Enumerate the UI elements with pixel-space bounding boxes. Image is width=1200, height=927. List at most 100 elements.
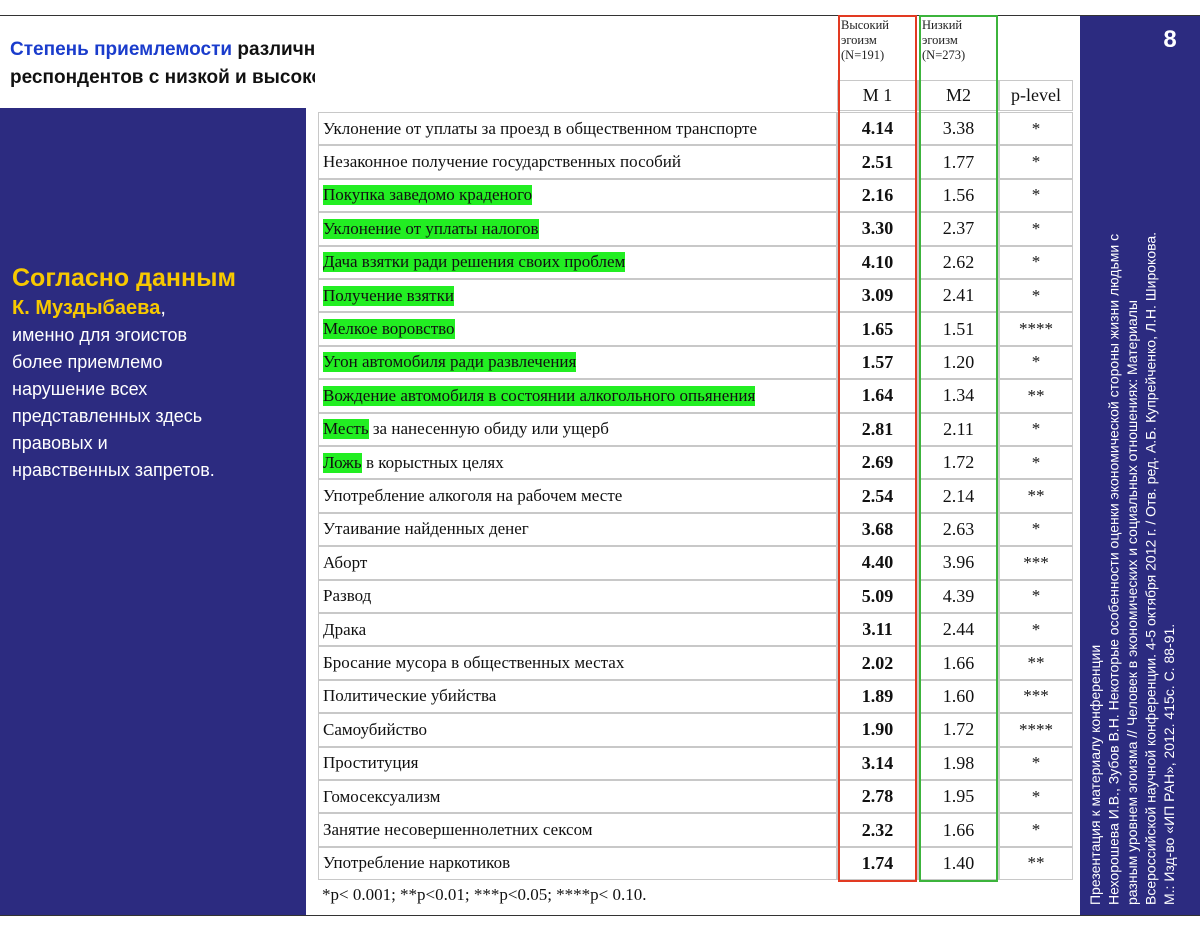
m2-value: 2.44 (918, 613, 999, 647)
m2-value: 3.38 (918, 112, 999, 146)
row-name: Бросание мусора в общественных местах (318, 646, 837, 680)
m2-value: 1.56 (918, 178, 999, 213)
m2-value: 1.40 (918, 846, 999, 881)
group-header-line: Высокий (841, 18, 889, 32)
row-name-part: Утаивание найденных денег (323, 519, 529, 539)
row-name-part: Аборт (323, 552, 368, 572)
p-level: * (999, 746, 1073, 780)
row-name: Покупка заведомо краденого (318, 178, 837, 213)
m1-value: 3.30 (837, 212, 918, 246)
m1-value: 3.68 (837, 512, 918, 547)
row-name: Незаконное получение государственных пос… (318, 145, 837, 179)
m1-value: 3.14 (837, 746, 918, 780)
row-name: Мелкое воровство (318, 312, 837, 346)
m2-value: 2.63 (918, 512, 999, 547)
row-name: Занятие несовершеннолетних сексом (318, 813, 837, 847)
row-name: Получение взятки (318, 279, 837, 313)
p-level: * (999, 178, 1073, 213)
m1-value: 5.09 (837, 579, 918, 613)
m2-value: 1.72 (918, 713, 999, 747)
row-name: Развод (318, 579, 837, 613)
m2-value: 1.95 (918, 780, 999, 814)
row-name-part: Занятие несовершеннолетних сексом (323, 820, 593, 840)
row-name-part: Политические убийства (323, 686, 497, 706)
row-name-part: в корыстных целях (361, 452, 504, 472)
group-header-line: Низкий (922, 18, 963, 32)
footnote: *p< 0.001; **p<0.01; ***p<0.05; ****p< 0… (322, 885, 647, 905)
group-header-line: эгоизм (922, 33, 958, 47)
row-name-part: Ложь (323, 452, 362, 473)
row-name: Политические убийства (318, 679, 837, 714)
m2-value: 1.72 (918, 446, 999, 480)
row-name-part: за нанесенную обиду или ущерб (368, 419, 609, 439)
m1-value: 2.32 (837, 813, 918, 847)
m1-value: 1.65 (837, 312, 918, 346)
row-name-part: Употребление алкоголя на рабочем месте (323, 486, 623, 506)
row-name-part: Драка (323, 619, 367, 639)
row-name: Употребление наркотиков (318, 846, 837, 881)
p-level: * (999, 345, 1073, 380)
sidebar-text: Согласно данным К. Муздыбаева, именно для … (12, 262, 302, 484)
p-level: * (999, 145, 1073, 179)
m2-value: 1.77 (918, 145, 999, 179)
p-level: * (999, 512, 1073, 547)
m2-value: 1.34 (918, 379, 999, 413)
row-name-part: Мелкое воровство (323, 319, 455, 340)
m1-value: 3.09 (837, 279, 918, 313)
row-name-part: Уклонение от уплаты за проезд в обществе… (323, 118, 758, 138)
row-name: Самоубийство (318, 713, 837, 747)
p-level: ** (999, 846, 1073, 881)
row-name: Уклонение от уплаты налогов (318, 212, 837, 246)
p-level: * (999, 279, 1073, 313)
p-level: *** (999, 546, 1073, 580)
row-name-part: Получение взятки (323, 285, 454, 306)
p-level: *** (999, 679, 1073, 714)
m1-value: 4.10 (837, 245, 918, 279)
m1-value: 4.14 (837, 112, 918, 146)
p-level: * (999, 813, 1073, 847)
m2-value: 2.37 (918, 212, 999, 246)
m2-value: 4.39 (918, 579, 999, 613)
row-name: Утаивание найденных денег (318, 512, 837, 547)
sidebar-author-line: К. Муздыбаева, (12, 294, 302, 322)
m1-value: 2.51 (837, 145, 918, 179)
row-name-part: Употребление наркотиков (323, 853, 511, 873)
row-name-part: Бросание мусора в общественных местах (323, 653, 625, 673)
p-level: * (999, 212, 1073, 246)
row-name: Аборт (318, 546, 837, 580)
m2-value: 3.96 (918, 546, 999, 580)
p-level: * (999, 412, 1073, 446)
column-outline (838, 15, 917, 883)
m1-value: 1.89 (837, 679, 918, 714)
group-header: Высокий эгоизм (N=191) (841, 18, 914, 63)
row-name-part: Уклонение от уплаты налогов (323, 218, 539, 239)
row-name-part: Развод (323, 586, 372, 606)
row-name: Вождение автомобиля в состоянии алкоголь… (318, 379, 837, 413)
page-number: 8 (1163, 26, 1177, 53)
sidebar-line: правовых и (12, 433, 108, 453)
m1-value: 2.16 (837, 178, 918, 213)
row-name: Угон автомобиля ради развлечения (318, 345, 837, 380)
column-header: М2 (918, 80, 999, 111)
m1-value: 4.40 (837, 546, 918, 580)
m2-value: 2.62 (918, 245, 999, 279)
m2-value: 1.98 (918, 746, 999, 780)
table-bg (315, 16, 1075, 915)
m2-value: 1.20 (918, 345, 999, 380)
sidebar-line: именно для эгоистов (12, 325, 188, 345)
sidebar-line: нарушение всех (12, 379, 148, 399)
m1-value: 2.81 (837, 412, 918, 446)
row-name: Месть за нанесенную обиду или ущерб (318, 412, 837, 446)
group-header: Низкий эгоизм (N=273) (922, 18, 995, 63)
sidebar-lead: Согласно данным (12, 264, 236, 292)
title-part: Степень приемлемости (10, 39, 233, 60)
row-name: Ложь в корыстных целях (318, 446, 837, 480)
row-name-part: Гомосексуализм (323, 786, 441, 806)
p-level: * (999, 780, 1073, 814)
m1-value: 1.90 (837, 713, 918, 747)
row-name: Уклонение от уплаты за проезд в обществе… (318, 112, 837, 146)
p-level: ** (999, 646, 1073, 680)
row-name-part: Дача взятки ради решения своих проблем (323, 252, 626, 273)
